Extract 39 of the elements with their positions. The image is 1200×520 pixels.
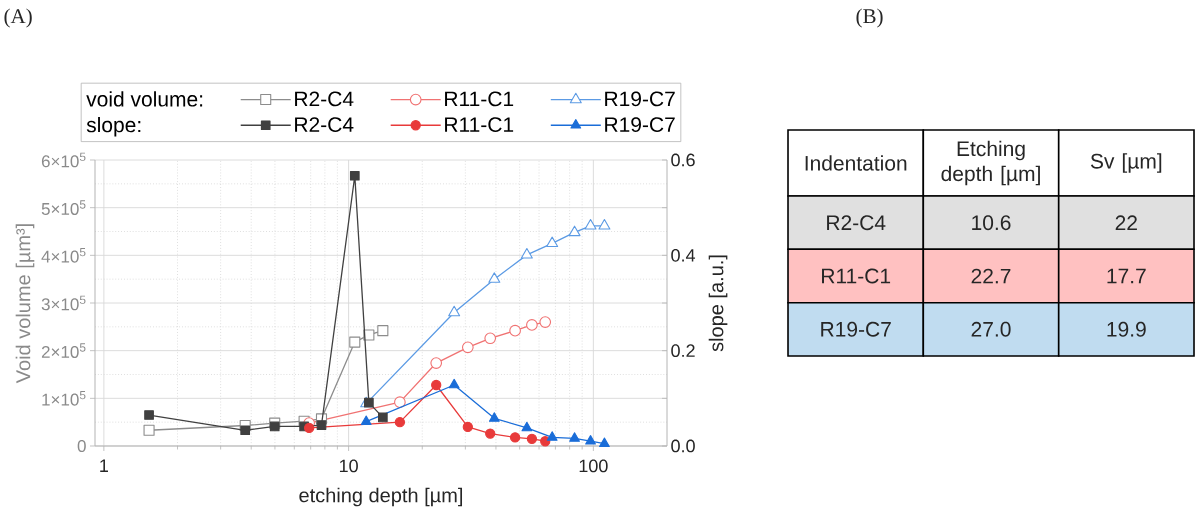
y2-tick-label: 0.0 bbox=[671, 439, 695, 453]
text: R11-C1 bbox=[822, 268, 891, 284]
legend-label: R11-C1 bbox=[445, 117, 514, 133]
text: 27.0 bbox=[971, 321, 1011, 337]
text: (B) bbox=[856, 8, 883, 28]
y-axis-title: Void volume [µm³] bbox=[15, 224, 35, 384]
x-tick-label: 1 bbox=[100, 459, 108, 472]
text: Indentation bbox=[805, 155, 907, 171]
y2-tick-label: 0.4 bbox=[671, 248, 696, 262]
y-tick-label: 2×10$^{5}$ bbox=[41, 343, 86, 358]
y-tick-label: 6×10$^{5}$ bbox=[41, 152, 86, 168]
y-tick-label: 1×10$^{5}$ bbox=[42, 391, 86, 406]
y-tick-label: 0 bbox=[77, 439, 86, 453]
y-tick-label: 5×10$^{5}$ bbox=[41, 200, 86, 215]
x-tick-label: 10 bbox=[339, 459, 358, 473]
legend-label: R19-C7 bbox=[605, 117, 675, 133]
text: 22 bbox=[1115, 215, 1137, 231]
text: Etching depth [µm] bbox=[941, 140, 1040, 186]
text: 22.7 bbox=[971, 268, 1011, 284]
text: slope: bbox=[86, 116, 141, 137]
y2-tick-label: 0.2 bbox=[671, 344, 695, 358]
text: R2-C4 bbox=[827, 215, 886, 231]
text: R19-C7 bbox=[821, 321, 891, 337]
text: void volume: bbox=[86, 91, 203, 107]
text: 19.9 bbox=[1107, 321, 1146, 337]
y2-axis-title: slope [a.u.] bbox=[708, 255, 728, 352]
x-tick-label: 100 bbox=[579, 459, 608, 473]
text: 17.7 bbox=[1107, 268, 1146, 284]
legend-label: R11-C1 bbox=[445, 91, 514, 107]
legend-label: R2-C4 bbox=[295, 117, 354, 133]
y2-tick-label: 0.6 bbox=[671, 153, 695, 167]
chart-title: (A) bbox=[4, 8, 32, 28]
y-tick-label: 3×10$^{5}$ bbox=[41, 295, 86, 311]
text: 10.6 bbox=[972, 215, 1011, 231]
y-tick-label: 4×10$^{5}$ bbox=[41, 248, 86, 263]
text: Sv [µm] bbox=[1090, 153, 1162, 173]
x-axis-title: etching depth [µm] bbox=[299, 487, 463, 507]
legend-label: R2-C4 bbox=[295, 91, 354, 107]
legend-label: R19-C7 bbox=[605, 91, 675, 107]
